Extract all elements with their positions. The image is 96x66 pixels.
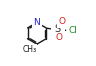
Text: Cl: Cl: [69, 26, 77, 35]
Text: O: O: [58, 17, 65, 26]
Text: CH₃: CH₃: [22, 45, 37, 54]
Text: O: O: [55, 33, 62, 42]
Text: N: N: [34, 18, 40, 27]
Text: S: S: [55, 24, 61, 34]
